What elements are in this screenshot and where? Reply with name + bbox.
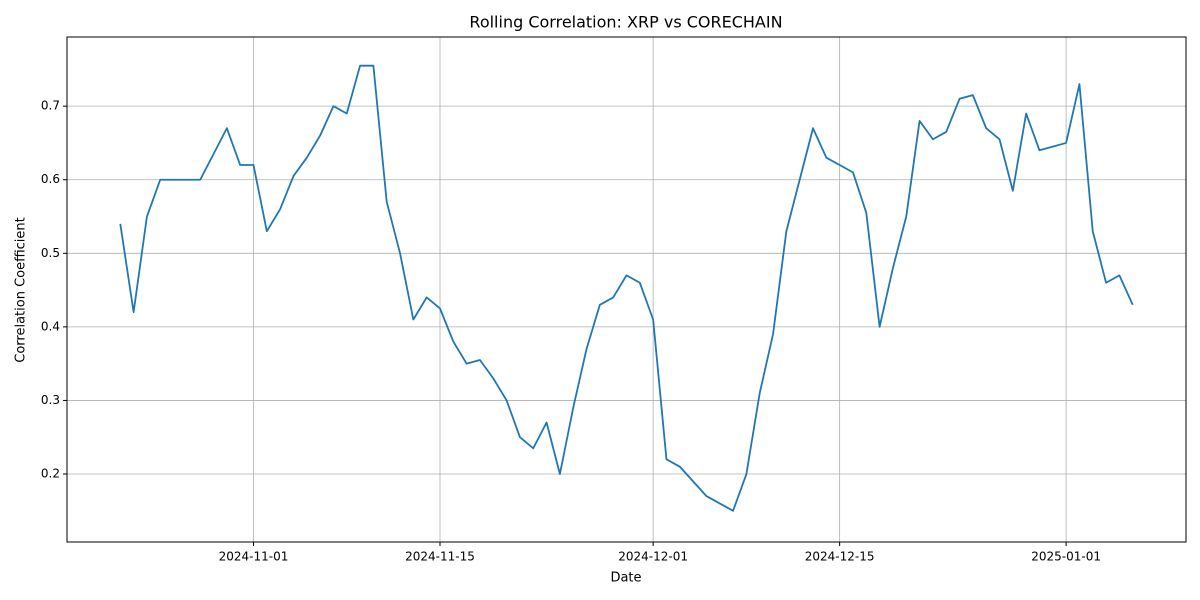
y-tick-label: 0.3 xyxy=(41,393,60,407)
y-tick-label: 0.6 xyxy=(41,172,60,186)
plot-frame xyxy=(66,36,1187,543)
y-tick-label: 0.5 xyxy=(41,246,60,260)
x-tick-label: 2024-12-15 xyxy=(805,550,875,564)
y-tick-label: 0.7 xyxy=(41,99,60,113)
x-tick-label: 2024-11-15 xyxy=(405,550,475,564)
y-axis-label: Correlation Coefficient xyxy=(14,217,29,363)
x-tick-label: 2024-12-01 xyxy=(618,550,688,564)
chart-title: Rolling Correlation: XRP vs CORECHAIN xyxy=(469,13,782,32)
y-tick-label: 0.2 xyxy=(41,467,60,481)
x-axis-label: Date xyxy=(610,571,641,586)
data-line xyxy=(119,64,1134,512)
x-tick-label: 2025-01-01 xyxy=(1031,550,1101,564)
x-tick-label: 2024-11-01 xyxy=(219,550,289,564)
y-tick-label: 0.4 xyxy=(41,319,60,333)
